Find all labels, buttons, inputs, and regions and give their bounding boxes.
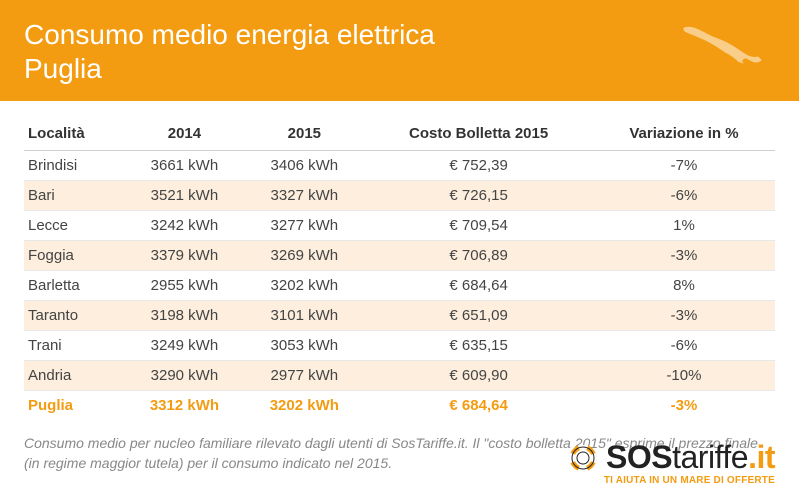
cell-2014: 3249 kWh — [124, 331, 244, 361]
cell-2014: 3290 kWh — [124, 361, 244, 391]
table-row: Brindisi 3661 kWh 3406 kWh € 752,39 -7% — [24, 151, 775, 181]
cell-2014: 3312 kWh — [124, 391, 244, 421]
cell-localita: Foggia — [24, 241, 124, 271]
cell-2015: 2977 kWh — [244, 361, 364, 391]
cell-2015: 3101 kWh — [244, 301, 364, 331]
col-2014: 2014 — [124, 119, 244, 151]
cell-2015: 3053 kWh — [244, 331, 364, 361]
cell-2015: 3406 kWh — [244, 151, 364, 181]
cell-2014: 3661 kWh — [124, 151, 244, 181]
table-row: Barletta 2955 kWh 3202 kWh € 684,64 8% — [24, 271, 775, 301]
page-title: Consumo medio energia elettrica Puglia — [24, 18, 775, 85]
brand-logo: SOStariffe.it TI AIUTA IN UN MARE DI OFF… — [570, 441, 775, 486]
table-header-row: Località 2014 2015 Costo Bolletta 2015 V… — [24, 119, 775, 151]
lifebuoy-icon — [570, 445, 606, 471]
cell-var: -6% — [593, 331, 775, 361]
cell-2014: 3379 kWh — [124, 241, 244, 271]
cell-localita: Trani — [24, 331, 124, 361]
cell-costo: € 706,89 — [364, 241, 593, 271]
cell-2015: 3277 kWh — [244, 211, 364, 241]
title-line-2: Puglia — [24, 53, 102, 84]
cell-localita: Lecce — [24, 211, 124, 241]
cell-var: -3% — [593, 391, 775, 421]
cell-costo: € 726,15 — [364, 181, 593, 211]
logo-tagline: TI AIUTA IN UN MARE DI OFFERTE — [570, 475, 775, 486]
cell-var: -6% — [593, 181, 775, 211]
data-table-container: Località 2014 2015 Costo Bolletta 2015 V… — [0, 101, 799, 420]
title-line-1: Consumo medio energia elettrica — [24, 19, 435, 50]
table-row: Foggia 3379 kWh 3269 kWh € 706,89 -3% — [24, 241, 775, 271]
cell-var: -3% — [593, 301, 775, 331]
cell-2014: 3521 kWh — [124, 181, 244, 211]
table-row: Andria 3290 kWh 2977 kWh € 609,90 -10% — [24, 361, 775, 391]
cell-2014: 2955 kWh — [124, 271, 244, 301]
header-banner: Consumo medio energia elettrica Puglia — [0, 0, 799, 101]
col-costo: Costo Bolletta 2015 — [364, 119, 593, 151]
cell-var: -7% — [593, 151, 775, 181]
cell-localita: Bari — [24, 181, 124, 211]
cell-localita: Barletta — [24, 271, 124, 301]
region-map-icon — [679, 18, 769, 68]
cell-costo: € 752,39 — [364, 151, 593, 181]
table-total-row: Puglia 3312 kWh 3202 kWh € 684,64 -3% — [24, 391, 775, 421]
table-row: Trani 3249 kWh 3053 kWh € 635,15 -6% — [24, 331, 775, 361]
cell-var: -3% — [593, 241, 775, 271]
table-row: Taranto 3198 kWh 3101 kWh € 651,09 -3% — [24, 301, 775, 331]
cell-2014: 3242 kWh — [124, 211, 244, 241]
logo-text: SOStariffe.it — [570, 441, 775, 473]
cell-2015: 3202 kWh — [244, 391, 364, 421]
table-row: Bari 3521 kWh 3327 kWh € 726,15 -6% — [24, 181, 775, 211]
cell-costo: € 635,15 — [364, 331, 593, 361]
cell-var: 8% — [593, 271, 775, 301]
cell-costo: € 684,64 — [364, 391, 593, 421]
cell-costo: € 651,09 — [364, 301, 593, 331]
cell-var: 1% — [593, 211, 775, 241]
cell-localita: Puglia — [24, 391, 124, 421]
cell-costo: € 709,54 — [364, 211, 593, 241]
logo-thin: tariffe — [672, 439, 748, 475]
cell-2015: 3327 kWh — [244, 181, 364, 211]
cell-localita: Andria — [24, 361, 124, 391]
table-body: Brindisi 3661 kWh 3406 kWh € 752,39 -7% … — [24, 151, 775, 421]
col-variazione: Variazione in % — [593, 119, 775, 151]
cell-costo: € 609,90 — [364, 361, 593, 391]
cell-2014: 3198 kWh — [124, 301, 244, 331]
cell-localita: Brindisi — [24, 151, 124, 181]
col-2015: 2015 — [244, 119, 364, 151]
energy-consumption-table: Località 2014 2015 Costo Bolletta 2015 V… — [24, 119, 775, 420]
cell-2015: 3269 kWh — [244, 241, 364, 271]
cell-2015: 3202 kWh — [244, 271, 364, 301]
cell-var: -10% — [593, 361, 775, 391]
logo-ext: .it — [748, 439, 775, 475]
table-row: Lecce 3242 kWh 3277 kWh € 709,54 1% — [24, 211, 775, 241]
logo-bold: SOS — [606, 439, 672, 475]
col-localita: Località — [24, 119, 124, 151]
cell-localita: Taranto — [24, 301, 124, 331]
cell-costo: € 684,64 — [364, 271, 593, 301]
